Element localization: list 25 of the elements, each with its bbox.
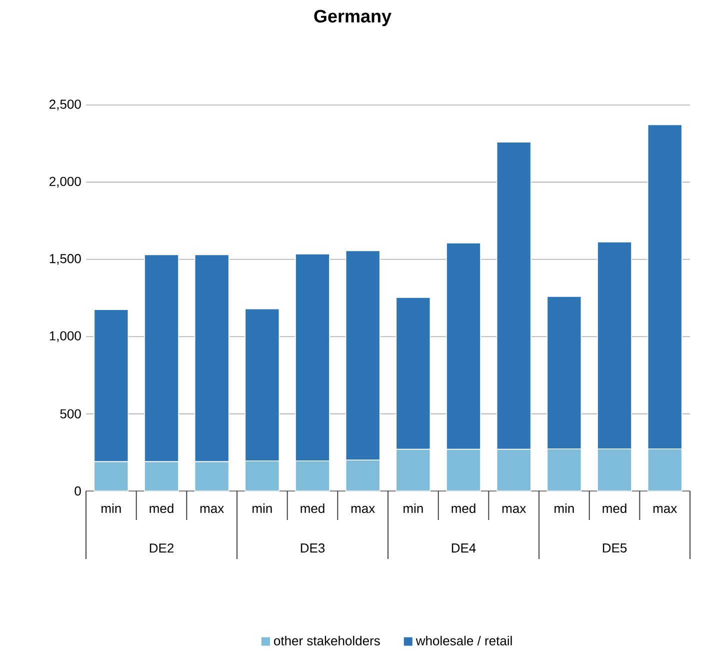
y-tick-label: 1,500 (50, 254, 81, 265)
x-tick-label: min (554, 504, 574, 513)
x-tick-label: med (300, 504, 324, 514)
chart-title: Germany (314, 10, 392, 26)
x-tick-label: med (602, 504, 626, 514)
y-tick-label: 1,000 (50, 331, 81, 342)
x-tick-label: max (200, 506, 224, 514)
y-tick-label: 0 (74, 486, 81, 496)
y-tick-label: 500 (60, 409, 81, 418)
text: DE5 (602, 543, 627, 553)
x-tick-label: med (150, 504, 174, 514)
x-tick-label: min (102, 504, 121, 513)
text: DE3 (300, 543, 325, 553)
x-tick-label: max (653, 506, 677, 514)
text: DE4 (452, 544, 476, 552)
y-tick-label: 2,000 (50, 176, 81, 188)
x-tick-label: max (502, 506, 526, 514)
x-tick-label: min (404, 504, 423, 513)
legend-label: wholesale / retail (416, 636, 512, 646)
y-tick-label: 2,500 (50, 100, 81, 110)
x-tick-label: min (252, 504, 272, 513)
x-tick-label: med (452, 504, 476, 514)
text: DE2 (150, 543, 174, 553)
x-tick-label: max (351, 506, 375, 514)
legend-label: other stakeholders (274, 636, 380, 646)
